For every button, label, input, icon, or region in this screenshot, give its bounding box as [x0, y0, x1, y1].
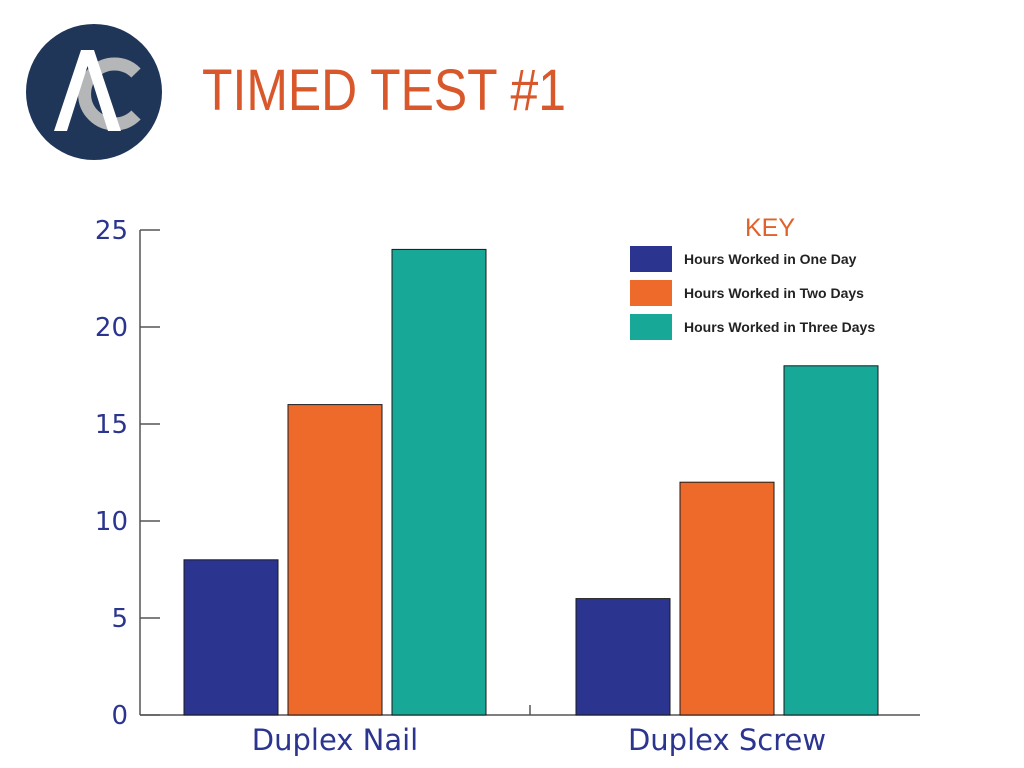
bar-duplex-screw-series-1 [575, 598, 671, 716]
bar-duplex-nail-series-3 [391, 248, 487, 716]
y-tick-label: 15 [95, 410, 128, 440]
y-tick-label: 0 [111, 701, 128, 731]
page-title: TIMED TEST #1 [202, 58, 567, 123]
legend-swatch-1 [630, 246, 672, 272]
legend-label-2: Hours Worked in Two Days [684, 285, 864, 301]
ac-logo [26, 24, 162, 160]
bars [183, 248, 879, 716]
legend: KEY Hours Worked in One Day Hours Worked i… [630, 214, 875, 340]
legend-title: KEY [745, 214, 795, 242]
bar-duplex-screw-series-3 [783, 365, 879, 716]
bar-duplex-nail-series-1 [183, 559, 279, 716]
x-category-label: Duplex Nail [252, 723, 418, 757]
y-axis: 0 5 10 15 20 25 [95, 216, 160, 731]
y-tick-label: 25 [95, 216, 128, 246]
legend-label-3: Hours Worked in Three Days [684, 319, 875, 335]
x-category-label: Duplex Screw [628, 723, 826, 757]
legend-label-1: Hours Worked in One Day [684, 251, 857, 267]
legend-swatch-2 [630, 280, 672, 306]
y-tick-label: 5 [111, 604, 128, 634]
y-tick-label: 20 [95, 313, 128, 343]
logo-letter-a [54, 50, 121, 131]
y-tick-label: 10 [95, 507, 128, 537]
legend-swatch-3 [630, 314, 672, 340]
bar-duplex-nail-series-2 [287, 404, 383, 716]
bar-duplex-screw-series-2 [679, 481, 775, 716]
